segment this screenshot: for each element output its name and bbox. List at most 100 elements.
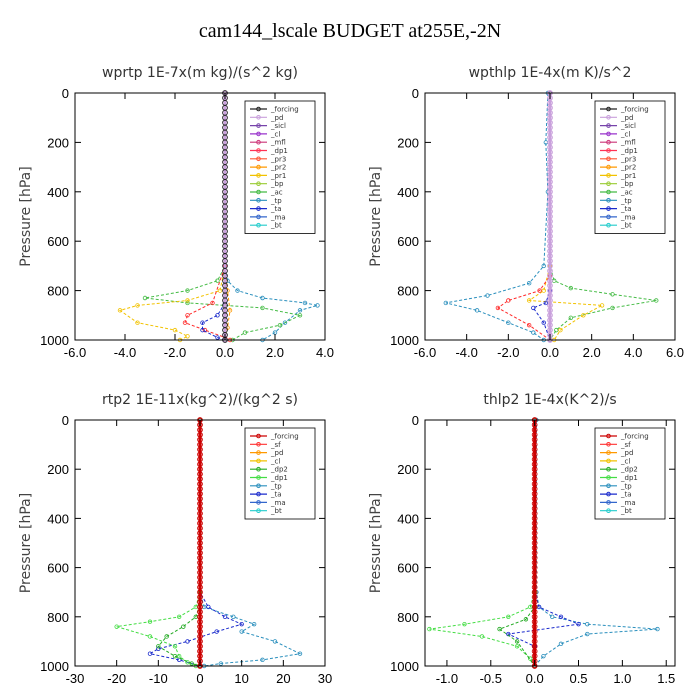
data-point bbox=[523, 617, 529, 622]
data-point bbox=[222, 614, 228, 619]
data-point bbox=[185, 639, 190, 644]
series-line-pr2 bbox=[184, 93, 231, 341]
data-point bbox=[526, 280, 532, 286]
legend-label: _ac bbox=[270, 189, 283, 197]
legend-label: _bt bbox=[620, 507, 632, 515]
x-tick-label: -6.0 bbox=[414, 345, 436, 360]
data-point bbox=[185, 288, 190, 293]
data-point bbox=[218, 661, 224, 666]
y-tick-label: 600 bbox=[47, 561, 69, 576]
data-point bbox=[576, 621, 581, 627]
legend-label: _forcing bbox=[620, 433, 649, 441]
y-tick-label: 1000 bbox=[40, 659, 69, 674]
data-point bbox=[474, 308, 480, 313]
legend-label: _pr3 bbox=[620, 155, 636, 163]
legend-label: _forcing bbox=[270, 106, 299, 114]
x-tick-label: 20 bbox=[276, 671, 290, 686]
x-tick-label: -2.0 bbox=[164, 345, 186, 360]
x-tick-label: -2.0 bbox=[497, 345, 519, 360]
legend-marker bbox=[256, 164, 261, 170]
data-point bbox=[568, 285, 574, 291]
data-point bbox=[260, 657, 265, 663]
legend-marker bbox=[606, 442, 611, 447]
legend-marker bbox=[256, 491, 261, 497]
data-point bbox=[558, 641, 564, 647]
data-point bbox=[135, 303, 140, 308]
data-point bbox=[231, 614, 236, 619]
chart-title: thlp2 1E-4x(K^2)/s bbox=[483, 392, 616, 408]
data-point bbox=[581, 313, 586, 318]
legend-marker bbox=[256, 181, 261, 186]
data-point bbox=[568, 315, 574, 320]
legend-marker bbox=[606, 483, 611, 489]
data-point bbox=[172, 327, 178, 333]
data-point bbox=[200, 320, 205, 325]
data-point bbox=[655, 626, 660, 632]
series-line-dp1 bbox=[429, 420, 536, 667]
legend-label: _ac bbox=[620, 189, 633, 197]
data-point bbox=[185, 334, 190, 339]
data-point bbox=[239, 629, 244, 634]
legend-marker bbox=[606, 139, 611, 145]
legend-label: _pr1 bbox=[270, 172, 286, 180]
x-tick-label: -1.0 bbox=[436, 671, 458, 686]
y-tick-label: 200 bbox=[47, 462, 69, 477]
data-point bbox=[215, 313, 220, 318]
legend-label: _ma bbox=[620, 213, 636, 221]
x-tick-label: -20 bbox=[107, 671, 126, 686]
data-point bbox=[135, 320, 140, 325]
data-point bbox=[479, 634, 485, 639]
legend-marker bbox=[256, 500, 261, 505]
legend-label: _ma bbox=[270, 213, 286, 221]
chart-panel-1: wprtp 1E-7x(m kg)/(s^2 kg) Pressure [hPa]… bbox=[18, 65, 334, 360]
legend-marker bbox=[256, 483, 261, 489]
data-point bbox=[537, 288, 542, 293]
legend-marker bbox=[606, 491, 611, 497]
y-axis-label: Pressure [hPa] bbox=[18, 166, 34, 266]
x-tick-label: 0.5 bbox=[569, 671, 587, 686]
data-point bbox=[541, 263, 546, 269]
legend-marker bbox=[606, 222, 611, 228]
y-tick-label: 400 bbox=[397, 185, 419, 200]
x-tick-label: 1.5 bbox=[657, 671, 675, 686]
legend-marker bbox=[606, 214, 611, 220]
data-point bbox=[147, 619, 153, 624]
data-point bbox=[172, 644, 178, 649]
series-line-pr1 bbox=[118, 93, 226, 341]
x-tick-label: 4.0 bbox=[624, 345, 642, 360]
data-point bbox=[217, 288, 223, 293]
legend-marker bbox=[256, 222, 261, 228]
data-point bbox=[182, 320, 188, 325]
data-point bbox=[554, 327, 559, 333]
legend-marker bbox=[606, 181, 611, 186]
y-tick-label: 800 bbox=[47, 610, 69, 625]
data-point bbox=[599, 303, 605, 308]
legend-label: _bt bbox=[620, 222, 632, 230]
series-line-dp1 bbox=[116, 420, 201, 667]
y-tick-label: 1000 bbox=[390, 333, 419, 348]
x-tick-label: 30 bbox=[318, 671, 332, 686]
chart-panel-2: wpthlp 1E-4x(m K)/s^2 Pressure [hPa] 0 200 4… bbox=[368, 65, 684, 360]
data-point bbox=[202, 327, 208, 333]
y-tick-label: 400 bbox=[47, 511, 69, 526]
data-point bbox=[531, 330, 536, 335]
data-point bbox=[164, 634, 169, 639]
legend-label: _bt bbox=[270, 222, 282, 230]
legend-label: _sicl bbox=[620, 122, 636, 130]
legend-marker bbox=[256, 115, 261, 120]
data-point bbox=[506, 614, 511, 619]
data-point bbox=[235, 288, 240, 293]
data-point bbox=[462, 621, 467, 627]
data-point bbox=[189, 661, 194, 666]
legend-label: _pd bbox=[270, 114, 283, 122]
y-tick-label: 0 bbox=[62, 413, 69, 428]
chart-title: rtp2 1E-11x(kg^2)/(kg^2 s) bbox=[102, 392, 298, 408]
data-point bbox=[585, 631, 590, 637]
y-tick-label: 400 bbox=[47, 185, 69, 200]
data-point bbox=[610, 305, 615, 311]
data-point bbox=[543, 300, 549, 306]
legend-marker bbox=[256, 148, 261, 153]
data-point bbox=[514, 644, 520, 649]
y-tick-label: 0 bbox=[412, 86, 419, 101]
